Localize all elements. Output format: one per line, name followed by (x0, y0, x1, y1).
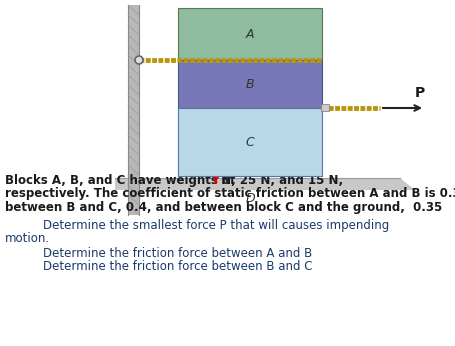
Bar (321, 104, 329, 111)
Text: Determine the friction force between B and C: Determine the friction force between B a… (28, 261, 313, 273)
Text: C: C (246, 136, 254, 148)
Text: motion.: motion. (5, 232, 50, 245)
Bar (178, 8, 322, 60)
Text: N, 25 N, and 15 N,: N, 25 N, and 15 N, (217, 174, 344, 187)
Text: Blocks A, B, and C have weights of: Blocks A, B, and C have weights of (5, 174, 239, 187)
Text: between B and C, 0.4, and between block C and the ground,  0.35: between B and C, 0.4, and between block … (5, 201, 442, 214)
Text: D: D (245, 191, 255, 204)
Text: respectively. The coefficient of static friction between A and B is 0.3,: respectively. The coefficient of static … (5, 188, 455, 200)
Text: Y: Y (210, 174, 219, 187)
Bar (128, 5, 139, 215)
Text: Determine the friction force between A and B: Determine the friction force between A a… (28, 247, 312, 260)
Text: B: B (246, 78, 254, 91)
Text: Determine the smallest force P that will causes impending: Determine the smallest force P that will… (28, 219, 389, 231)
Text: P: P (415, 86, 425, 100)
Circle shape (135, 56, 143, 64)
Text: A: A (246, 27, 254, 40)
Bar (178, 108, 322, 176)
Polygon shape (115, 178, 415, 190)
Bar (178, 60, 322, 108)
